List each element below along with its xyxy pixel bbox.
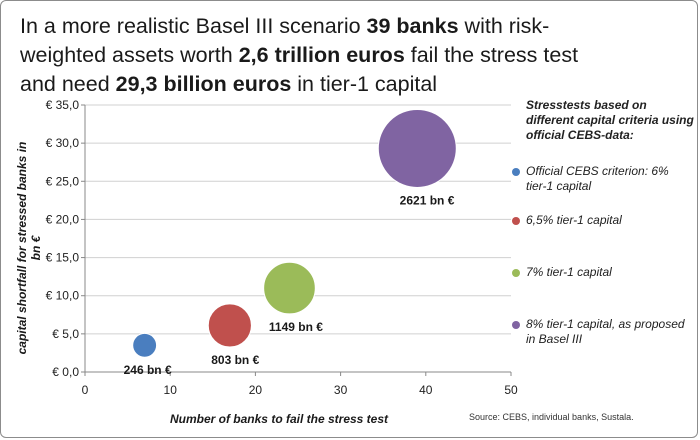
legend-swatch [512, 217, 520, 225]
y-tick-label: € 25,0 [46, 174, 80, 188]
chart-title: In a more realistic Basel III scenario 3… [20, 14, 579, 96]
bubble-data-label: 1149 bn € [269, 320, 323, 334]
y-tick-label: € 15,0 [46, 251, 80, 265]
y-tick-label: € 30,0 [46, 136, 80, 150]
source-note: Source: CEBS, individual banks, Sustala. [469, 412, 634, 422]
x-tick-label: 40 [419, 383, 433, 397]
y-tick-label: € 10,0 [46, 289, 80, 303]
x-tick-label: 20 [249, 383, 263, 397]
x-tick-label: 10 [164, 383, 178, 397]
y-axis-label: capital shortfall for stressed banks in … [15, 141, 43, 355]
legend-label: 8% tier-1 capital, as proposed in Basel … [526, 317, 685, 346]
y-tick-label: € 20,0 [46, 212, 80, 226]
x-axis-label: Number of banks to fail the stress test [169, 412, 389, 426]
bubble-data-label: 803 bn € [211, 353, 259, 367]
bubble-1 [207, 303, 252, 348]
x-tick-label: 50 [504, 383, 518, 397]
legend-swatch [512, 269, 520, 277]
legend-title: Stresstests based on different capital c… [526, 98, 694, 142]
bubble-0 [132, 332, 158, 358]
legend-swatch [512, 321, 520, 329]
legend-swatch [512, 168, 520, 176]
y-tick-label: € 5,0 [52, 327, 79, 341]
y-tick-label: € 0,0 [52, 365, 79, 379]
x-tick-label: 30 [334, 383, 348, 397]
legend-label: Official CEBS criterion: 6% tier-1 capit… [526, 164, 669, 193]
legend-label: 7% tier-1 capital [526, 265, 612, 279]
bubble-data-label: 246 bn € [124, 363, 172, 377]
bubble-data-label: 2621 bn € [400, 193, 455, 207]
x-tick-label: 0 [82, 383, 89, 397]
bubble-2 [263, 261, 316, 315]
y-tick-label: € 35,0 [46, 98, 80, 112]
bubble-3 [377, 108, 457, 188]
legend-label: 6,5% tier-1 capital [526, 213, 622, 227]
